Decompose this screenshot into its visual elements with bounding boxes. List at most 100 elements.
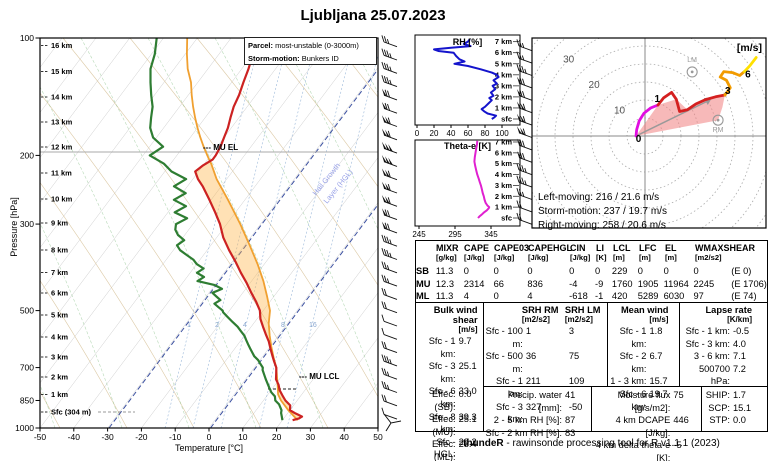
table-row: SHIP: 1.7: [702, 389, 757, 402]
row-value: 0.0: [458, 389, 472, 399]
rh-height-label: 7 km: [495, 37, 512, 46]
barb-tick: [522, 152, 526, 160]
isotherm-line: [40, 38, 333, 428]
footer-credit: thundeR - rawinsonde processing tool for…: [415, 438, 768, 449]
rh-height-label: sfc: [501, 115, 512, 124]
barb-tick: [387, 117, 391, 125]
barb-tick: [384, 222, 388, 230]
srh-data-row: Sfc - 3 km: 327 -50: [484, 401, 601, 426]
barb-tick: [524, 167, 527, 173]
barb-tick: [518, 52, 522, 60]
barb-tick: [521, 65, 525, 73]
barb-tick: [383, 235, 387, 243]
page-title: Ljubljana 25.07.2023: [300, 7, 446, 24]
barb-tick: [518, 164, 522, 172]
row-label: SCP:: [708, 402, 730, 413]
column-header: MIXR: [436, 243, 459, 253]
isotherm-line: [40, 38, 198, 249]
thetae-height-label: 5 km: [495, 159, 512, 168]
moist-adiabat-line: [147, 38, 324, 428]
pressure-tick-label: 300: [20, 219, 34, 229]
indices-data-row: SB 11.3 0 0 0 0 0 229 0 0 0 (E 0): [416, 265, 767, 278]
isotherm-line: [40, 38, 130, 159]
row-label: Moisture flux [g/s/m2]:: [617, 390, 671, 413]
precip-water-cell: Precip. water [mm]: 41 2 - 5 km RH [%]: 87 S…: [483, 386, 592, 438]
hgl-boundary-line: [108, 68, 378, 428]
row-label: Sfc - 2 km RH [%]:: [485, 427, 562, 438]
barb-flag: [516, 101, 522, 110]
barb-tick: [516, 51, 520, 59]
table-row: Sfc - 6 km: 19.7: [608, 388, 674, 413]
barb-tick: [387, 103, 391, 111]
row-value: -5: [673, 440, 682, 451]
height-label: 16 km: [51, 41, 73, 50]
rh-height-label: 3 km: [495, 81, 512, 90]
barb-tick: [518, 213, 522, 221]
legend-parcel-label: Parcel:: [248, 41, 274, 50]
pressure-tick-label: 200: [20, 150, 34, 160]
index-value: (E 0): [731, 266, 752, 276]
barb-tick: [389, 359, 392, 365]
lm-marker-dot: [690, 70, 694, 74]
height-label: 15 km: [51, 67, 73, 76]
wind-barb: [381, 141, 398, 154]
row-label: 4 km delta theta-e [K]:: [595, 440, 671, 461]
mixing-ratio-line: [192, 38, 289, 428]
table-row: Sfc - 1 km: -0.5: [680, 325, 757, 338]
barb-tick: [383, 342, 387, 349]
index-value: 0: [595, 266, 601, 276]
table-row: Moisture flux [g/s/m2]: 75: [592, 389, 695, 414]
wind-barb: [381, 367, 398, 380]
height-label: 7 km: [51, 268, 68, 277]
wind-barb: [381, 155, 398, 167]
temperature-tick-label: 40: [339, 432, 349, 442]
index-value: 11.3: [435, 266, 454, 276]
srh-rm-value: 36: [525, 351, 537, 362]
wind-barbs-column: [381, 35, 402, 432]
table-row: 4 km delta theta-e [K]: -5: [592, 439, 695, 461]
rm-label: RM: [713, 127, 724, 134]
dry-adiabat-line: [263, 38, 378, 188]
row-label: Sfc - 500 m:: [485, 351, 523, 374]
column-header: CIN: [570, 243, 586, 253]
wind-barbs-column-right: [516, 39, 533, 225]
row-label: Sfc - 3 km:: [428, 361, 456, 384]
height-label: 1 km: [51, 390, 68, 399]
moist-adiabat-line: [40, 222, 123, 428]
right-moving-text: Right-moving: 258 / 20.6 m/s: [538, 220, 666, 231]
table-row: STP: 0.0: [702, 414, 757, 427]
isotherm-line: [40, 38, 299, 384]
column-unit: [g/kg]: [436, 253, 457, 262]
shear-unit: [m/s]: [458, 325, 478, 334]
barb-staff: [383, 334, 398, 340]
srh-header-row: SRH RM SRH LM: [484, 305, 601, 315]
wind-barb: [381, 88, 398, 101]
table-row: Sfc - 2 km RH [%]: 83: [484, 427, 583, 440]
wind-barb: [381, 327, 398, 340]
column-unit: [m]: [639, 253, 651, 262]
thetae-x-tick-label: 295: [448, 230, 462, 239]
barb-tick: [522, 90, 526, 98]
barb-tick: [383, 275, 387, 283]
barb-tick: [518, 188, 522, 196]
footer-app-name: thundeR: [463, 438, 504, 449]
barb-tick: [387, 197, 391, 205]
bulk-wind-shear-cell: Bulk wind shear [m/s] Sfc - 1 km: 9.7 Sfc - …: [416, 303, 484, 459]
moist-adiabat-line: [281, 38, 378, 231]
barb-tick: [389, 66, 392, 72]
column-header: EL: [665, 243, 677, 253]
rm-marker: [712, 114, 724, 126]
barb-tick: [518, 64, 522, 72]
mixing-ratio-label: 2: [215, 322, 219, 329]
mu-lcl-label: --- MU LCL: [299, 372, 340, 381]
thetae-panel-title: Theta-e [K]: [444, 141, 491, 151]
barb-tick: [518, 201, 522, 209]
spacer: [484, 305, 519, 315]
spacer: [484, 315, 519, 325]
barb-flag: [388, 144, 394, 152]
row-value: 25.1: [458, 361, 477, 372]
barb-tick: [516, 163, 520, 171]
temperature-tick-label: 20: [272, 432, 282, 442]
barb-tick: [386, 249, 390, 257]
barb-tick: [516, 212, 520, 220]
